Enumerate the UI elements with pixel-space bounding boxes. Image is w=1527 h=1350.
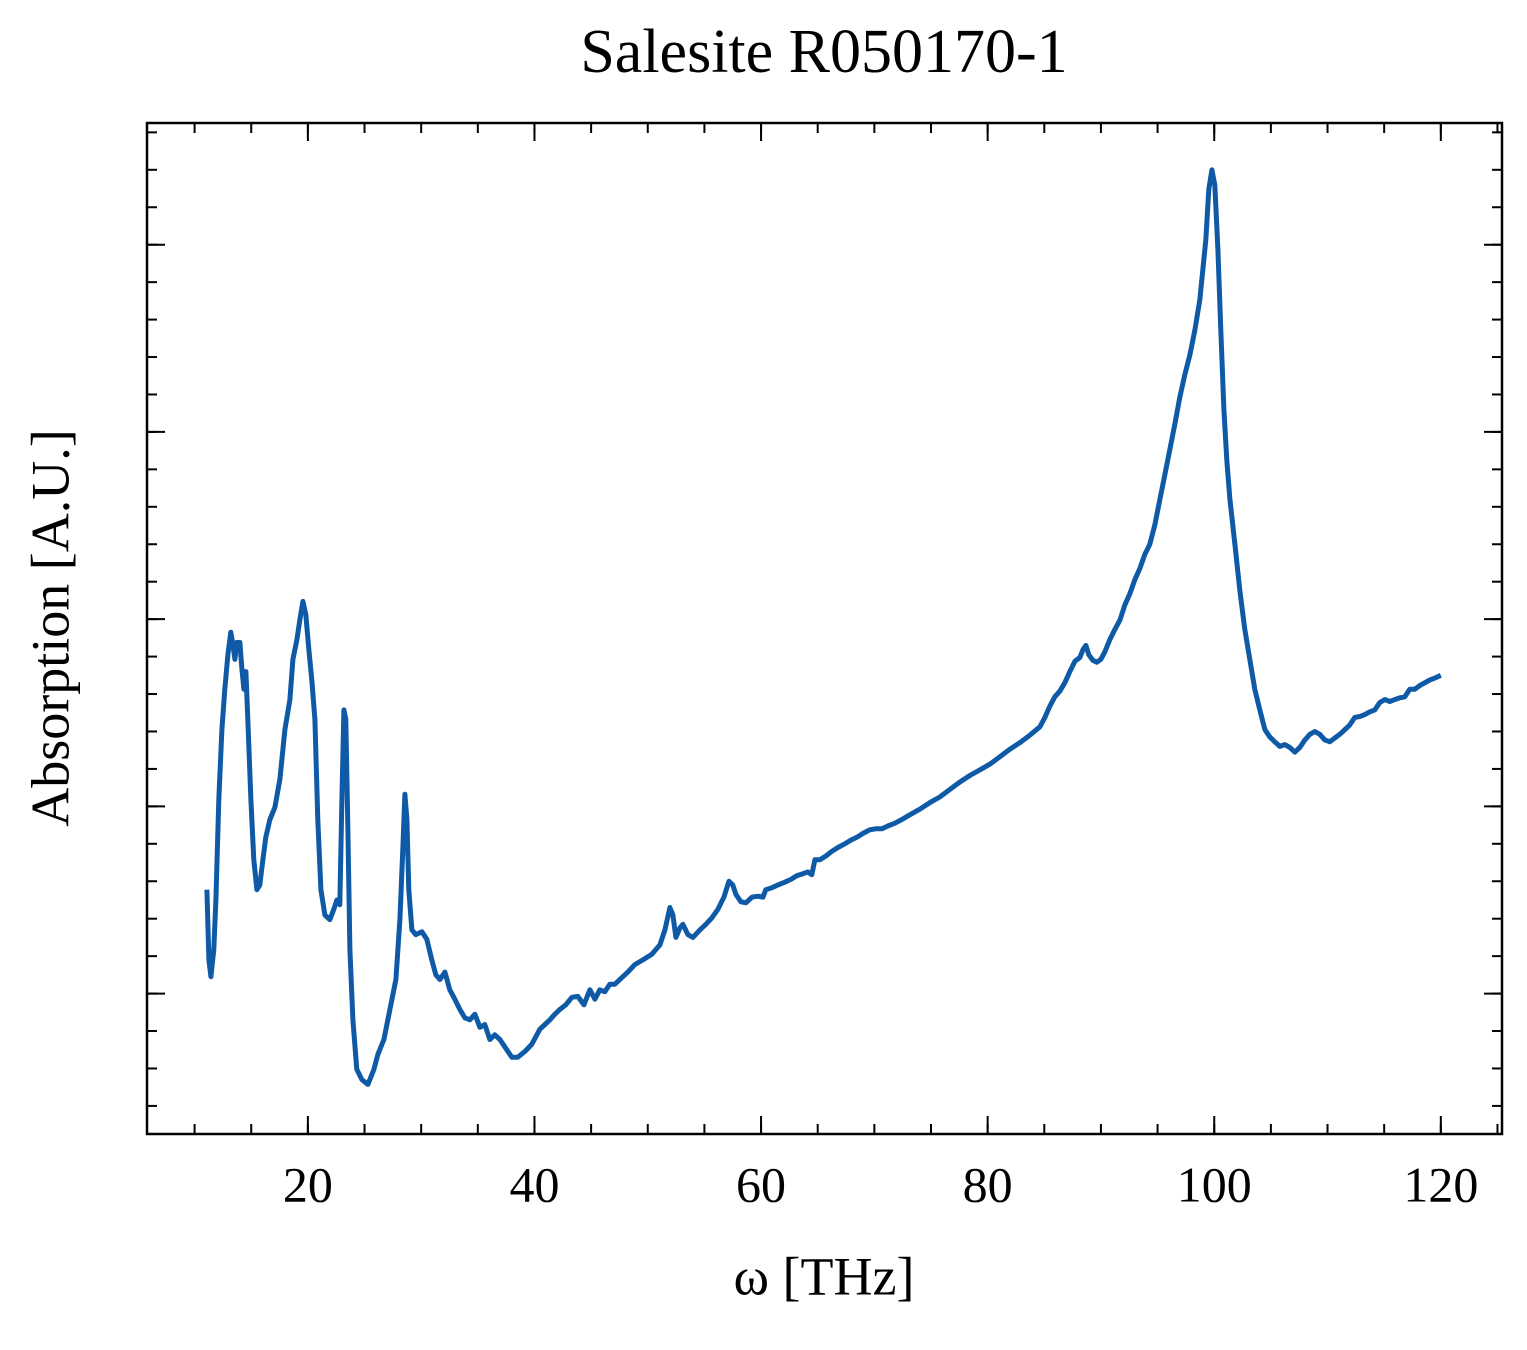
x-tick-label: 40: [509, 1156, 559, 1212]
x-axis-label: ω [THz]: [734, 1246, 915, 1306]
chart-title: Salesite R050170-1: [580, 18, 1067, 86]
x-tick-label: 120: [1403, 1156, 1478, 1212]
data-line: [204, 167, 1442, 1087]
x-tick-label: 100: [1177, 1156, 1252, 1212]
x-tick-label: 20: [283, 1156, 333, 1212]
y-axis-label: Absorption [A.U.]: [20, 429, 80, 826]
x-tick-label: 80: [963, 1156, 1013, 1212]
plot-frame: [145, 121, 1504, 1136]
x-tick-label: 60: [736, 1156, 786, 1212]
